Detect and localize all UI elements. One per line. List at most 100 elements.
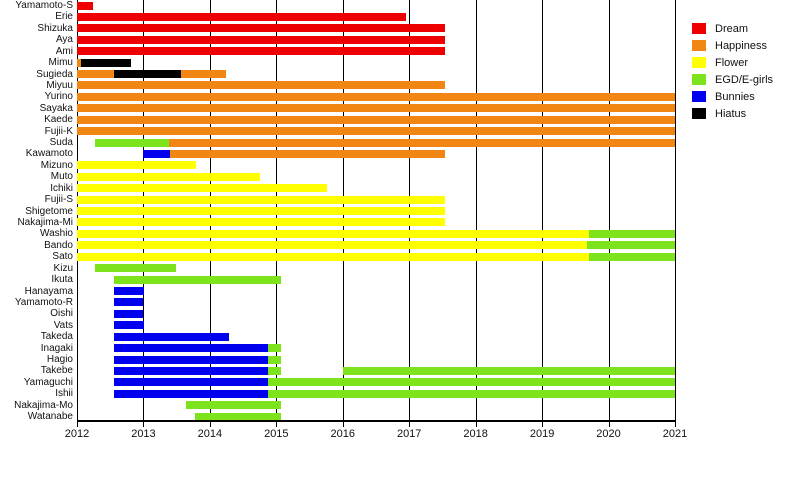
- bar-takebe-0: [114, 366, 269, 375]
- bar-ishii-0: [114, 389, 269, 398]
- row-label-kawamoto: Kawamoto: [25, 148, 73, 160]
- bar-takebe-2: [342, 366, 675, 375]
- bar-inagaki-0: [114, 344, 269, 353]
- gridline-2018: [475, 0, 477, 421]
- legend-label: EGD/E-girls: [715, 73, 774, 86]
- row-label-sayaka: Sayaka: [39, 102, 73, 114]
- bar-mizuno-0: [77, 161, 196, 170]
- row-label-fujii-s: Fujii-S: [44, 194, 73, 206]
- legend-swatch-icon: [692, 108, 706, 119]
- bar-takeda-0: [114, 332, 230, 341]
- gridline-2021: [674, 0, 676, 421]
- bar-suda-1: [169, 138, 675, 147]
- x-tick-2018: [475, 422, 477, 427]
- row-label-nakajima-mi: Nakajima-Mi: [17, 216, 73, 228]
- bar-hagio-1: [268, 355, 281, 364]
- bar-hagio-0: [114, 355, 269, 364]
- legend-label: Bunnies: [715, 90, 755, 103]
- row-label-shizuka: Shizuka: [37, 22, 73, 34]
- row-label-kizu: Kizu: [53, 262, 73, 274]
- row-label-bando: Bando: [44, 239, 73, 251]
- bar-mimu-0: [77, 58, 81, 67]
- legend-swatch-icon: [692, 74, 706, 85]
- x-tick-2016: [342, 422, 344, 427]
- x-tick-2021: [674, 422, 676, 427]
- bar-fujii-k-0: [77, 127, 675, 136]
- bar-ishii-1: [268, 389, 675, 398]
- legend-swatch-icon: [692, 91, 706, 102]
- bar-bando-1: [586, 241, 675, 250]
- row-label-vats: Vats: [53, 319, 73, 331]
- bar-kaede-0: [77, 115, 675, 124]
- row-label-nakajima-mo: Nakajima-Mo: [14, 399, 73, 411]
- row-label-ikuta: Ikuta: [51, 274, 73, 286]
- bar-ami-0: [77, 47, 446, 56]
- legend-label: Happiness: [715, 39, 767, 52]
- legend-item-happiness: Happiness: [692, 39, 773, 52]
- gridline-2019: [542, 0, 544, 421]
- bar-yamaguchi-1: [268, 378, 675, 387]
- x-tick-label-2019: 2019: [529, 428, 555, 440]
- legend-swatch-icon: [692, 23, 706, 34]
- legend-label: Flower: [715, 56, 749, 69]
- legend: Dream Happiness Flower EGD/E-girls Bunnies Hi…: [692, 23, 773, 125]
- row-label-kaede: Kaede: [44, 114, 73, 126]
- row-label-hagio: Hagio: [46, 354, 73, 366]
- legend-item-egd-e-girls: EGD/E-girls: [692, 73, 774, 86]
- bar-kawamoto-0: [142, 149, 170, 158]
- bar-ichiki-0: [77, 184, 327, 193]
- x-axis-line: [77, 420, 676, 422]
- bar-watanabe-0: [195, 412, 281, 421]
- row-label-mimu: Mimu: [48, 57, 73, 69]
- row-label-mizuno: Mizuno: [40, 159, 73, 171]
- row-label-inagaki: Inagaki: [40, 342, 73, 354]
- row-label-muto: Muto: [50, 171, 73, 183]
- bar-muto-0: [77, 172, 261, 181]
- x-tick-2017: [409, 422, 411, 427]
- x-tick-label-2016: 2016: [330, 428, 355, 440]
- x-tick-label-2017: 2017: [396, 428, 422, 440]
- bar-hanayama-0: [114, 287, 145, 295]
- row-label-watanabe: Watanabe: [27, 411, 73, 423]
- row-label-shigetome: Shigetome: [25, 205, 73, 217]
- x-tick-label-2014: 2014: [197, 428, 223, 440]
- bar-yamamoto-r-0: [114, 298, 144, 307]
- bar-washio-1: [589, 229, 675, 238]
- bar-yurino-0: [77, 92, 675, 101]
- row-label-sato: Sato: [52, 251, 73, 263]
- bar-nakajima-mo-0: [185, 401, 281, 410]
- row-label-takebe: Takebe: [40, 365, 73, 377]
- bar-mimu-1: [80, 58, 131, 67]
- row-label-oishi: Oishi: [50, 308, 73, 320]
- x-tick-2014: [209, 422, 211, 427]
- legend-item-flower: Flower: [692, 56, 773, 69]
- bar-shigetome-0: [77, 207, 446, 216]
- x-tick-2019: [542, 422, 544, 427]
- x-tick-label-2021: 2021: [662, 428, 688, 440]
- bar-kizu-0: [94, 264, 176, 273]
- row-label-ami: Ami: [55, 45, 73, 57]
- row-label-ichiki: Ichiki: [50, 182, 73, 194]
- row-label-yamamoto-s: Yamamoto-S: [15, 0, 73, 11]
- bar-yamaguchi-0: [114, 378, 269, 387]
- x-tick-label-2013: 2013: [131, 428, 156, 440]
- bar-fujii-s-0: [77, 195, 446, 204]
- row-label-sugieda: Sugieda: [36, 68, 73, 80]
- bar-oishi-0: [114, 309, 144, 318]
- legend-swatch-icon: [692, 57, 706, 68]
- bar-takebe-1: [268, 366, 281, 375]
- legend-item-dream: Dream: [692, 22, 773, 35]
- row-label-washio: Washio: [40, 228, 73, 240]
- bar-nakajima-mi-0: [77, 218, 446, 227]
- bar-aya-0: [77, 35, 446, 44]
- bar-sugieda-0: [77, 70, 114, 79]
- bar-washio-0: [77, 229, 590, 238]
- row-label-aya: Aya: [55, 34, 73, 46]
- bar-shizuka-0: [77, 24, 446, 33]
- legend-label: Dream: [715, 22, 749, 35]
- bar-sugieda-1: [113, 70, 181, 79]
- x-tick-2013: [143, 422, 145, 427]
- row-label-takeda: Takeda: [40, 331, 73, 343]
- bar-sato-1: [588, 252, 675, 261]
- row-label-ishii: Ishii: [55, 388, 73, 400]
